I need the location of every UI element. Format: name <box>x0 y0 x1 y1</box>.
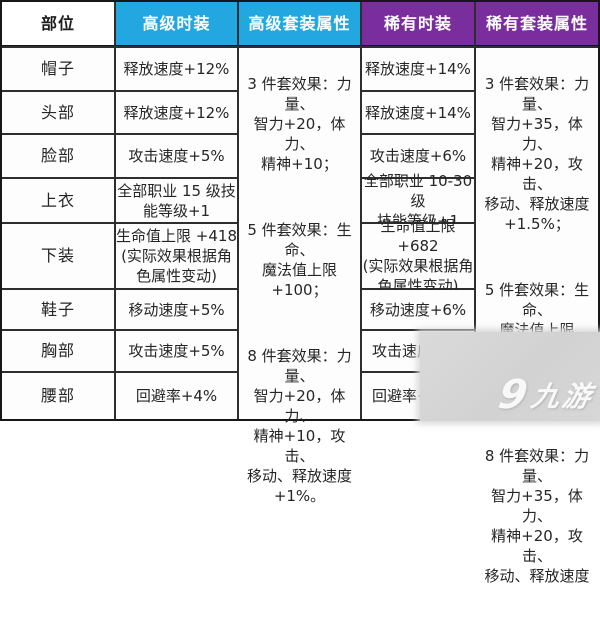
rare-fashion-cell: 移动速度+6% <box>362 290 474 329</box>
fashion-stats-screenshot: 部位 高级时装 高级套装属性 稀有时装 稀有套装属性 帽子 释放速度+12% 释… <box>0 0 600 585</box>
header-rare-fashion: 稀有时装 <box>362 2 474 46</box>
advanced-fashion-cell: 释放速度+12% <box>116 48 237 90</box>
header-advanced-fashion: 高级时装 <box>116 2 237 46</box>
advanced-set-bonus-cell: 3 件套效果：力量、 智力+20，体力、 精神+10； 5 件套效果：生命、 魔… <box>239 48 360 505</box>
advanced-fashion-cell: 全部职业 15 级技 能等级+1 <box>116 179 237 222</box>
jiuyou-watermark: 9 九游 <box>495 372 598 418</box>
part-cell-shoes: 鞋子 <box>2 290 114 329</box>
rare-fashion-cell: 释放速度+14% <box>362 48 474 90</box>
advanced-set-bonus-3pc: 3 件套效果：力量、 智力+20，体力、 精神+10； <box>247 75 352 173</box>
part-cell-hat: 帽子 <box>2 48 114 90</box>
part-cell-waist: 腰部 <box>2 373 114 419</box>
advanced-fashion-cell: 释放速度+12% <box>116 92 237 133</box>
fashion-stats-table: 部位 高级时装 高级套装属性 稀有时装 稀有套装属性 帽子 释放速度+12% 释… <box>0 0 600 585</box>
part-cell-chest: 胸部 <box>2 331 114 371</box>
header-part: 部位 <box>2 2 114 46</box>
rare-set-bonus-3pc: 3 件套效果：力量、 智力+35，体力、 精神+20，攻击、 移动、释放速度 +… <box>484 75 590 233</box>
advanced-fashion-cell: 生命值上限 +418 (实际效果根据角 色属性变动) <box>116 224 237 288</box>
advanced-fashion-cell: 攻击速度+5% <box>116 331 237 371</box>
header-advanced-set-bonus: 高级套装属性 <box>239 2 360 46</box>
rare-fashion-cell: 释放速度+14% <box>362 92 474 133</box>
rare-set-bonus-8pc: 8 件套效果：力量、 智力+35，体力、 精神+20，攻击、 移动、释放速度 <box>484 447 590 585</box>
part-cell-top: 上衣 <box>2 179 114 222</box>
advanced-set-bonus-8pc: 8 件套效果：力量、 智力+20，体力、 精神+10，攻击、 移动、释放速度 +… <box>246 347 352 505</box>
part-cell-face: 脸部 <box>2 135 114 177</box>
part-cell-bottom: 下装 <box>2 224 114 288</box>
rare-fashion-cell: 攻击速度+6% <box>362 135 474 177</box>
advanced-set-bonus-5pc: 5 件套效果：生命、 魔法值上限+100； <box>247 221 352 299</box>
advanced-fashion-cell: 回避率+4% <box>116 373 237 419</box>
advanced-fashion-cell: 攻击速度+5% <box>116 135 237 177</box>
part-cell-head: 头部 <box>2 92 114 133</box>
rare-fashion-cell: 生命值上限+682 (实际效果根据角 色属性变动) <box>362 217 474 295</box>
header-rare-set-bonus: 稀有套装属性 <box>476 2 598 46</box>
jiuyou-site-name: 九游 <box>528 380 597 413</box>
watermark-blur-overlay: 9 九游 <box>420 332 600 421</box>
advanced-fashion-cell: 移动速度+5% <box>116 290 237 329</box>
jiuyou-logo-icon: 9 <box>495 372 532 418</box>
